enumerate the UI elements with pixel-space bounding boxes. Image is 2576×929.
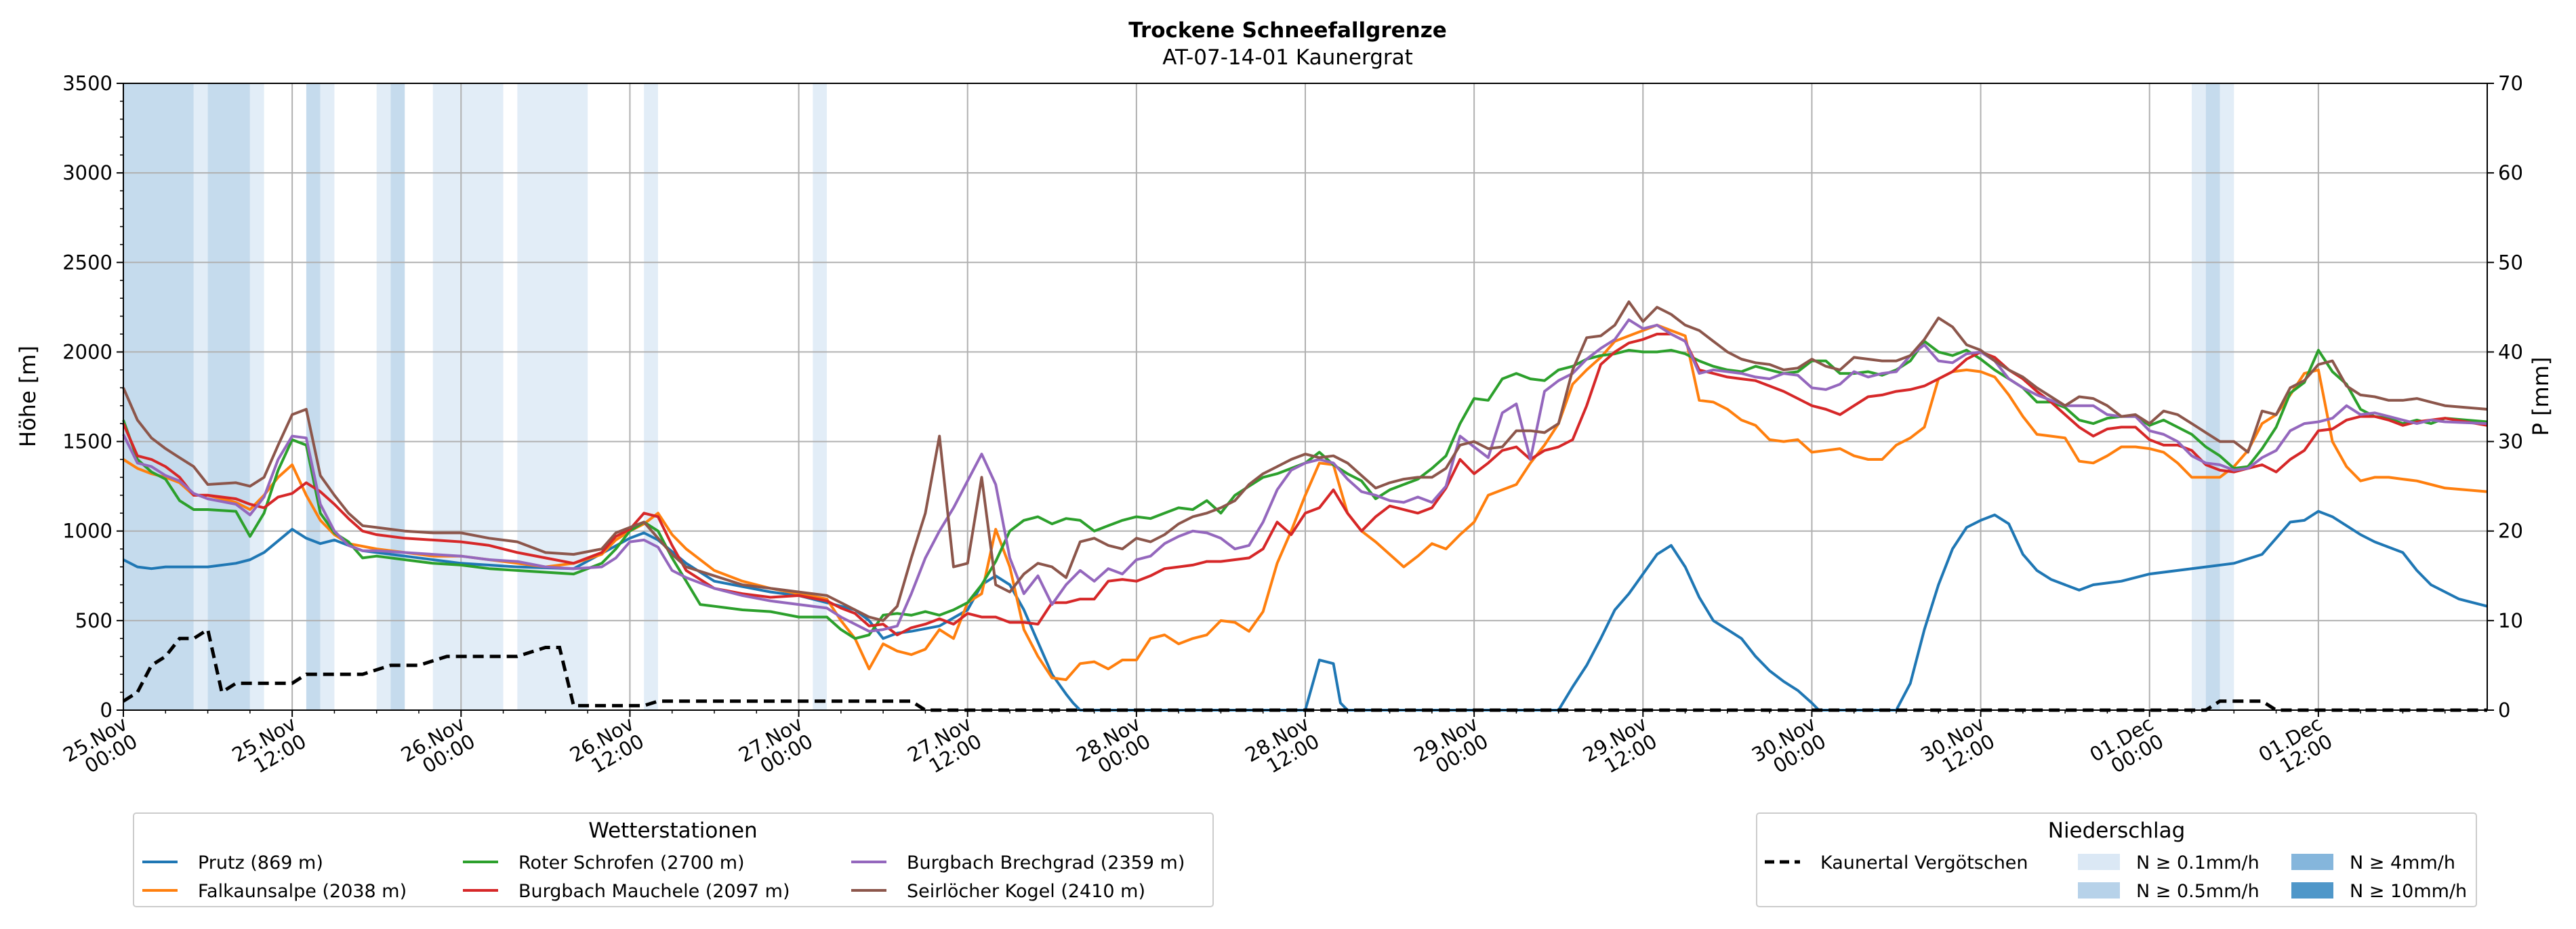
legend-precip-swatch xyxy=(2291,882,2333,899)
legend-precip-title: Niederschlag xyxy=(2048,819,2186,843)
precip-band-13 xyxy=(2205,83,2220,710)
x-tick-label: 25.Nov00:00 xyxy=(60,712,142,785)
legend-precip-label: N ≥ 0.5mm/h xyxy=(2136,881,2260,902)
x-tick-label: 30.Nov00:00 xyxy=(1748,712,1830,785)
legend-precip-label: N ≥ 0.1mm/h xyxy=(2136,852,2260,873)
axes: 0 500 1000 1500 2000 2500 3000 3500 0 10 20 30 40 50 6… xyxy=(60,72,2523,785)
y-right-tick-label: 70 xyxy=(2498,72,2523,95)
precip-band-7 xyxy=(390,83,405,710)
x-tick-label: 26.Nov12:00 xyxy=(566,712,648,785)
y-left-tick-label: 500 xyxy=(75,609,113,632)
y-axis-left-label: Höhe [m] xyxy=(15,346,41,447)
series-line-1 xyxy=(122,323,2488,682)
legend-station-label: Prutz (869 m) xyxy=(198,852,323,873)
series-line-5 xyxy=(122,300,2488,622)
series-line-4 xyxy=(122,318,2488,633)
precip-band-12 xyxy=(2192,83,2206,710)
legend-station-label: Burgbach Mauchele (2097 m) xyxy=(518,881,790,902)
x-tick-label: 30.Nov12:00 xyxy=(1917,712,1999,785)
y-right-tick-label: 30 xyxy=(2498,430,2523,453)
precip-bands xyxy=(123,83,2234,710)
y-left-tick-label: 3500 xyxy=(62,72,113,95)
legend-precip-label: N ≥ 4mm/h xyxy=(2350,852,2455,873)
x-tick-label: 28.Nov12:00 xyxy=(1242,712,1324,785)
precip-band-5 xyxy=(320,83,335,710)
station-lines xyxy=(122,300,2488,711)
precip-band-4 xyxy=(306,83,321,710)
precip-band-8 xyxy=(432,83,504,710)
legend-station-label: Burgbach Brechgrad (2359 m) xyxy=(907,852,1185,873)
x-tick-label: 27.Nov12:00 xyxy=(903,712,985,785)
chart-title: Trockene Schneefallgrenze xyxy=(1128,18,1447,43)
legend-precip-swatch xyxy=(2291,854,2333,870)
x-tick-label: 25.Nov12:00 xyxy=(228,712,310,785)
legend-precip: Niederschlag Kaunertal Vergötschen N ≥ 0… xyxy=(1756,812,2477,907)
x-tick-label: 26.Nov00:00 xyxy=(397,712,479,785)
y-left-tick-label: 1000 xyxy=(62,520,113,543)
y-axis-right-label: P [mm] xyxy=(2528,357,2554,436)
y-left-tick-label: 2500 xyxy=(62,251,113,274)
legend-station-label: Seirlöcher Kogel (2410 m) xyxy=(907,881,1145,902)
y-left-tick-label: 2000 xyxy=(62,340,113,363)
x-tick-label: 29.Nov12:00 xyxy=(1579,712,1661,785)
series-line-3 xyxy=(122,333,2488,636)
precip-band-0 xyxy=(123,83,194,710)
y-right-tick-label: 50 xyxy=(2498,251,2523,274)
precip-band-9 xyxy=(517,83,588,710)
precip-line xyxy=(122,627,2487,712)
precip-band-14 xyxy=(2220,83,2234,710)
y-left-tick-label: 3000 xyxy=(62,161,113,184)
legend-precip-line-label: Kaunertal Vergötschen xyxy=(1820,852,2028,873)
precip-band-10 xyxy=(644,83,658,710)
precip-band-1 xyxy=(193,83,208,710)
precip-band-6 xyxy=(376,83,391,710)
x-tick-label: 01.Dec00:00 xyxy=(2086,712,2168,785)
chart-subtitle: AT-07-14-01 Kaunergrat xyxy=(1162,45,1413,70)
y-left-tick-label: 0 xyxy=(100,699,113,722)
legend-station-label: Roter Schrofen (2700 m) xyxy=(518,852,745,873)
x-tick-label: 01.Dec12:00 xyxy=(2255,712,2337,785)
grid xyxy=(123,83,2487,711)
precip-band-2 xyxy=(207,83,250,710)
series-line-0 xyxy=(123,510,2488,711)
y-left-tick-label: 1500 xyxy=(62,430,113,453)
legend-precip-swatch xyxy=(2078,882,2120,899)
x-tick-label: 27.Nov00:00 xyxy=(735,712,817,785)
legend-station-label: Falkaunsalpe (2038 m) xyxy=(198,881,407,902)
legend-precip-label: N ≥ 10mm/h xyxy=(2350,881,2467,902)
legend-precip-swatch xyxy=(2078,854,2120,870)
legend-stations-box xyxy=(133,812,1214,907)
y-right-tick-label: 20 xyxy=(2498,520,2523,543)
y-right-tick-label: 60 xyxy=(2498,161,2523,184)
precip-band-3 xyxy=(249,83,264,710)
precip-band-11 xyxy=(813,83,827,710)
legend-stations: Wetterstationen Prutz (869 m) Roter Schro… xyxy=(133,812,1214,907)
precip-line-path xyxy=(122,627,2487,712)
x-tick-label: 29.Nov00:00 xyxy=(1410,712,1492,785)
y-right-tick-label: 0 xyxy=(2498,699,2510,722)
x-tick-label: 28.Nov00:00 xyxy=(1072,712,1154,785)
y-right-tick-label: 40 xyxy=(2498,340,2523,363)
legend-stations-title: Wetterstationen xyxy=(588,819,757,843)
y-right-tick-label: 10 xyxy=(2498,609,2523,632)
series-line-2 xyxy=(122,339,2488,640)
